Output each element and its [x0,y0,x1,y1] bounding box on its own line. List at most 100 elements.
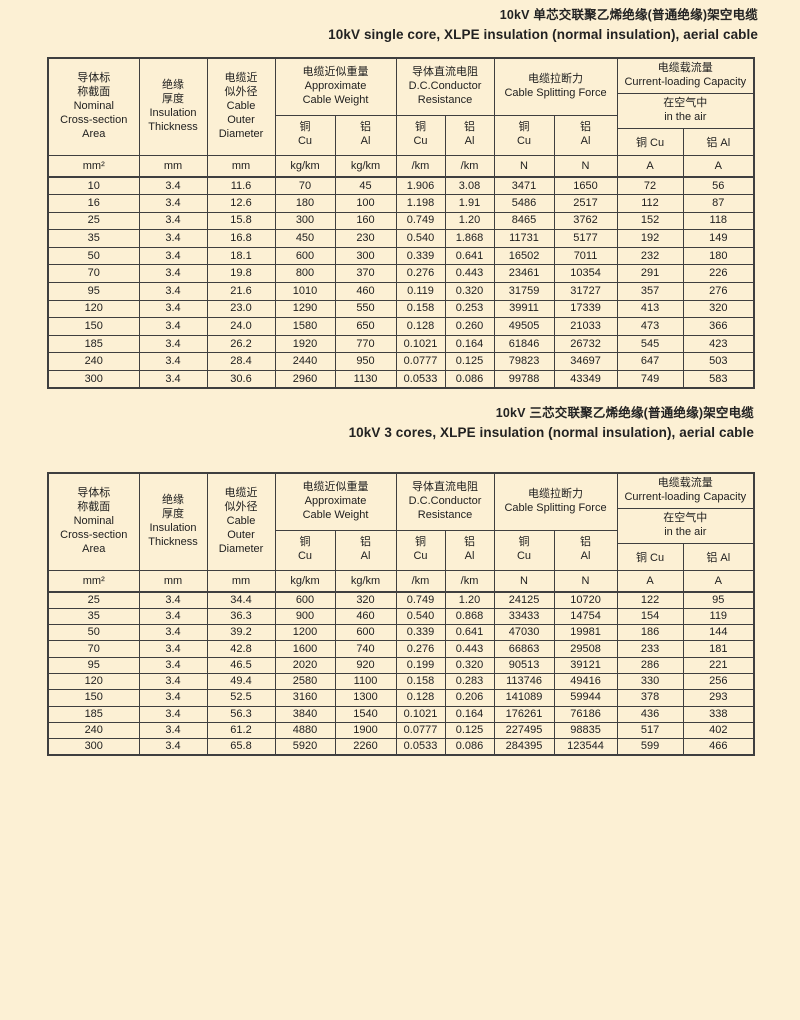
table-cell: 2440 [274,352,336,372]
table-cell: 0.1021 [395,334,446,354]
header-insulation-thickness: 绝缘 厚度 Insulation Thickness [138,57,208,156]
table-cell: 26.2 [206,334,276,354]
table-cell: 3.4 [138,282,208,301]
table-cell: 39121 [553,656,618,674]
table-cell: 180 [682,246,755,266]
table-cell: 87 [682,194,755,213]
table-cell: 120 [47,672,140,691]
table-cell: 98835 [553,721,618,740]
unit-ampere: A [616,154,684,178]
table-row: 35 3.4 36.3 900 460 0.540 0.868 33433 14754 154 11… [47,607,755,626]
unit-ohm-km: /km [444,569,495,593]
table-cell: 1200 [274,624,336,642]
table-cell: 35 [47,229,140,248]
table-cell: 770 [334,334,397,354]
table-cell: 16.8 [206,229,276,248]
header-resistance-cu: 铜 Cu [395,529,446,571]
table-cell: 3.4 [138,738,208,756]
table-cell: 950 [334,352,397,372]
table-cell: 3471 [493,176,555,196]
table-cell: 1650 [553,176,618,196]
table-cell: 3.4 [138,264,208,284]
table-cell: 300 [334,246,397,266]
table-cell: 95 [47,656,140,674]
table-cell: 600 [274,246,336,266]
header-nominal-area: 导体标 称截面 Nominal Cross-section Area [47,57,140,156]
unit-kgkm: kg/km [274,154,336,178]
table-row: 240 3.4 61.2 4880 1900 0.0777 0.125 227495 98835… [47,721,755,740]
table-cell: 17339 [553,299,618,319]
table-cell: 95 [682,591,755,609]
header-group-weight: 电缆近似重量 Approximate Cable Weight [274,57,397,116]
header-in-the-air: 在空气中 in the air [616,92,755,129]
unit-newton: N [553,154,618,178]
header-splitting-al: 铝 Al [553,114,618,156]
table-cell: 25 [47,591,140,609]
header-group-capacity: 电缆载流量 Current-loading Capacity [616,472,755,509]
table-cell: 34.4 [206,591,276,609]
table-cell: 291 [616,264,684,284]
table-cell: 47030 [493,624,555,642]
table-cell: 473 [616,317,684,336]
unit-mm: mm [206,154,276,178]
table-cell: 1300 [334,689,397,707]
table-cell: 49505 [493,317,555,336]
table-cell: 4880 [274,721,336,740]
table-cell: 286 [616,656,684,674]
table-cell: 256 [682,672,755,691]
table-cell: 3.4 [138,624,208,642]
header-outer-diameter: 电缆近 似外径 Cable Outer Diameter [206,472,276,571]
table-cell: 1290 [274,299,336,319]
table1-title-en: 10kV single core, XLPE insulation (norma… [328,27,758,42]
table-cell: 357 [616,282,684,301]
table-cell: 50 [47,246,140,266]
table-cell: 545 [616,334,684,354]
table-cell: 95 [47,282,140,301]
table-cell: 26732 [553,334,618,354]
table-cell: 119 [682,607,755,626]
table-cell: 0.086 [444,370,495,389]
table-cell: 338 [682,705,755,723]
table-cell: 79823 [493,352,555,372]
table-cell: 0.749 [395,211,446,231]
table-cell: 0.320 [444,656,495,674]
table-cell: 900 [274,607,336,626]
table-cell: 2960 [274,370,336,389]
table-cell: 413 [616,299,684,319]
table-cell: 0.443 [444,640,495,658]
table-cell: 300 [47,738,140,756]
unit-ampere: A [616,569,684,593]
table-cell: 460 [334,282,397,301]
table-cell: 19981 [553,624,618,642]
table-cell: 276 [682,282,755,301]
table-cell: 59944 [553,689,618,707]
table-cell: 920 [334,656,397,674]
table-row: 25 3.4 34.4 600 320 0.749 1.20 24125 10720 122 95 [47,591,755,609]
table-cell: 3.4 [138,334,208,354]
table1-title: 10kV 单芯交联聚乙烯绝缘(普通绝缘)架空电缆 10kV single cor… [328,4,758,42]
header-splitting-cu: 铜 Cu [493,114,555,156]
table-cell: 300 [47,370,140,389]
table-cell: 1580 [274,317,336,336]
table-cell: 460 [334,607,397,626]
table-cell: 15.8 [206,211,276,231]
table-cell: 1.20 [444,211,495,231]
table-cell: 233 [616,640,684,658]
table-cell: 99788 [493,370,555,389]
header-outer-diameter: 电缆近 似外径 Cable Outer Diameter [206,57,276,156]
table-row: 240 3.4 28.4 2440 950 0.0777 0.125 79823 34697 64… [47,352,755,372]
table-cell: 16 [47,194,140,213]
header-weight-cu: 铜 Cu [274,529,336,571]
table-cell: 150 [47,689,140,707]
table-cell: 56 [682,176,755,196]
table-cell: 31727 [553,282,618,301]
unit-mm: mm [138,569,208,593]
table-cell: 3160 [274,689,336,707]
header-resistance-al: 铝 Al [444,114,495,156]
header-weight-cu: 铜 Cu [274,114,336,156]
table-cell: 0.119 [395,282,446,301]
table-row: 300 3.4 30.6 2960 1130 0.0533 0.086 99788 43349 7… [47,370,755,389]
table-cell: 70 [47,640,140,658]
table-cell: 0.0533 [395,738,446,756]
table-cell: 16502 [493,246,555,266]
